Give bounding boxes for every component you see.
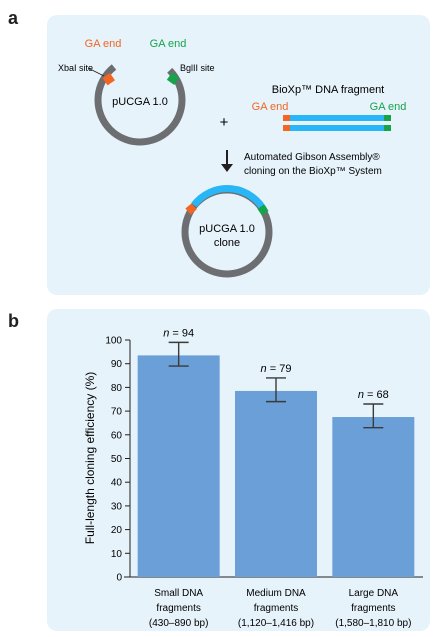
bar [235,390,317,577]
category-label: Small DNA [154,588,203,599]
clone-label-2: clone [214,237,240,249]
ga-end-left-label: GA end [85,38,122,50]
panel-b-letter: b [8,311,19,331]
fragment-end-left-top [283,115,290,121]
n-label: n = 68 [358,389,389,401]
assembly-arrow-head [221,164,233,172]
y-ticks: 0 10 20 30 40 50 60 70 80 90 100 [105,336,130,584]
n-label: n = 79 [261,363,292,375]
y-tick-label: 100 [105,336,122,347]
clone-label-1: pUCGA 1.0 [199,223,255,235]
category-label: fragments [351,603,395,614]
bglii-site-label: BglII site [180,63,215,73]
plus-sign: + [220,114,229,131]
y-tick-label: 30 [111,501,123,512]
step-line-2: cloning on the BioXp™ System [244,166,382,177]
category-label: fragments [156,603,200,614]
xbai-pointer [87,67,105,77]
category-label: (1,580–1,810 bp) [335,618,411,629]
y-tick-label: 90 [111,359,123,370]
category-label: (430–890 bp) [149,618,209,629]
category-label: Large DNA [349,588,399,599]
error-bars [168,341,384,429]
ga-end-right-label: GA end [150,38,187,50]
y-tick-label: 10 [111,549,123,560]
y-tick-label: 0 [116,573,122,584]
fragment-ga-end-left: GA end [252,101,289,113]
fragment-end-right-bottom [384,125,391,131]
n-label: n = 94 [163,327,194,339]
bars [137,355,415,577]
category-labels: Small DNA fragments (430–890 bp) Medium DNA… [149,588,412,629]
clone-junction-right [257,204,269,216]
fragment-strand-top [283,115,391,121]
y-tick-label: 50 [111,454,123,465]
y-tick-label: 60 [111,430,123,441]
clone-junction-left [185,203,197,215]
category-label: (1,120–1,416 bp) [238,618,314,629]
panel-a-letter: a [8,8,19,28]
step-line-1: Automated Gibson Assembly® [244,152,380,163]
bar [332,417,415,577]
category-label: fragments [254,603,298,614]
y-tick-label: 20 [111,525,123,536]
panel-a-background [47,15,430,295]
fragment-ga-end-right: GA end [370,101,407,113]
xbai-site-label: XbaI site [58,63,93,73]
fragment-end-right-top [384,115,391,121]
plasmid-name: pUCGA 1.0 [112,96,168,108]
bglii-end-marker [166,72,180,85]
category-label: Medium DNA [246,588,306,599]
clone-insert-arc [191,185,269,214]
y-axis-label: Full-length cloning efficiency (%) [83,372,97,545]
y-tick-label: 40 [111,478,123,489]
fragment-title: BioXp™ DNA fragment [272,84,385,96]
panel-a-diagram: pUCGA 1.0 GA end GA end XbaI site BglII … [58,38,407,278]
fragment-end-left-bottom [283,125,290,131]
xbai-end-marker [102,72,115,86]
y-tick-label: 80 [111,383,123,394]
n-labels: n = 94 n = 79 n = 68 [163,327,389,401]
plasmid-gap [111,53,174,74]
fragment-strand-bottom [283,125,391,131]
y-tick-label: 70 [111,407,123,418]
bar [137,355,220,577]
